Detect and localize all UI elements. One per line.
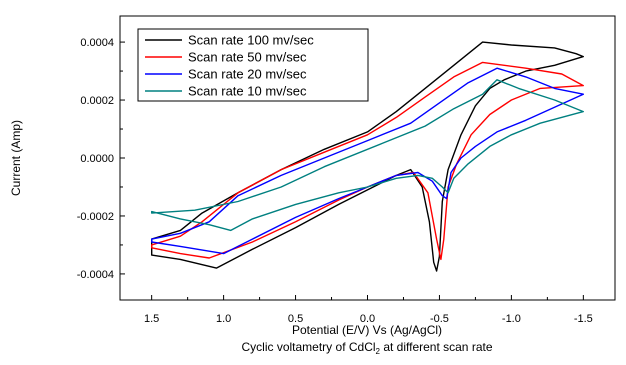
legend-label-2: Scan rate 50 mv/sec xyxy=(188,50,307,65)
x-axis-label: Potential (E/V) Vs (Ag/AgCl) xyxy=(292,323,442,337)
legend-label-1: Scan rate 100 mv/sec xyxy=(188,33,314,48)
y-tick-labels: 0.0004 0.0002 0.0000 -0.0002 -0.0004 xyxy=(77,37,114,281)
series-line-4 xyxy=(151,79,584,232)
legend: Scan rate 100 mv/sec Scan rate 50 mv/sec S… xyxy=(137,28,369,102)
caption-rest: at different scan rate xyxy=(380,340,493,354)
legend-box xyxy=(137,28,369,102)
x-tick-label: -1.5 xyxy=(574,313,593,325)
x-tick-label: -1.0 xyxy=(502,313,521,325)
caption-subscript: 2 xyxy=(376,347,381,356)
x-tick-label: 0.5 xyxy=(288,313,303,325)
legend-label-3: Scan rate 20 mv/sec xyxy=(188,67,307,82)
y-tick-label: 0.0002 xyxy=(80,95,114,107)
y-tick-label: -0.0002 xyxy=(77,211,114,223)
y-tick-label: 0.0004 xyxy=(80,37,114,49)
axis-ticks xyxy=(120,41,584,300)
y-axis-label: Current (Amp) xyxy=(9,120,23,196)
x-tick-label: 1.0 xyxy=(216,313,231,325)
y-tick-label: -0.0004 xyxy=(77,269,114,281)
legend-label-4: Scan rate 10 mv/sec xyxy=(188,84,307,99)
x-tick-label: -0.5 xyxy=(430,313,449,325)
caption-main: Cyclic voltametry of CdCl xyxy=(242,340,376,354)
series-line-3 xyxy=(151,67,584,255)
x-tick-label: 1.5 xyxy=(144,313,159,325)
series-layer xyxy=(151,41,584,272)
x-tick-label: 0.0 xyxy=(360,313,375,325)
y-tick-label: 0.0000 xyxy=(80,153,114,165)
series-line-1 xyxy=(151,41,584,272)
figure-caption: Cyclic voltametry of CdCl2 at different … xyxy=(242,340,493,356)
x-tick-labels: 1.5 1.0 0.5 0.0 -0.5 -1.0 -1.5 xyxy=(144,313,593,325)
